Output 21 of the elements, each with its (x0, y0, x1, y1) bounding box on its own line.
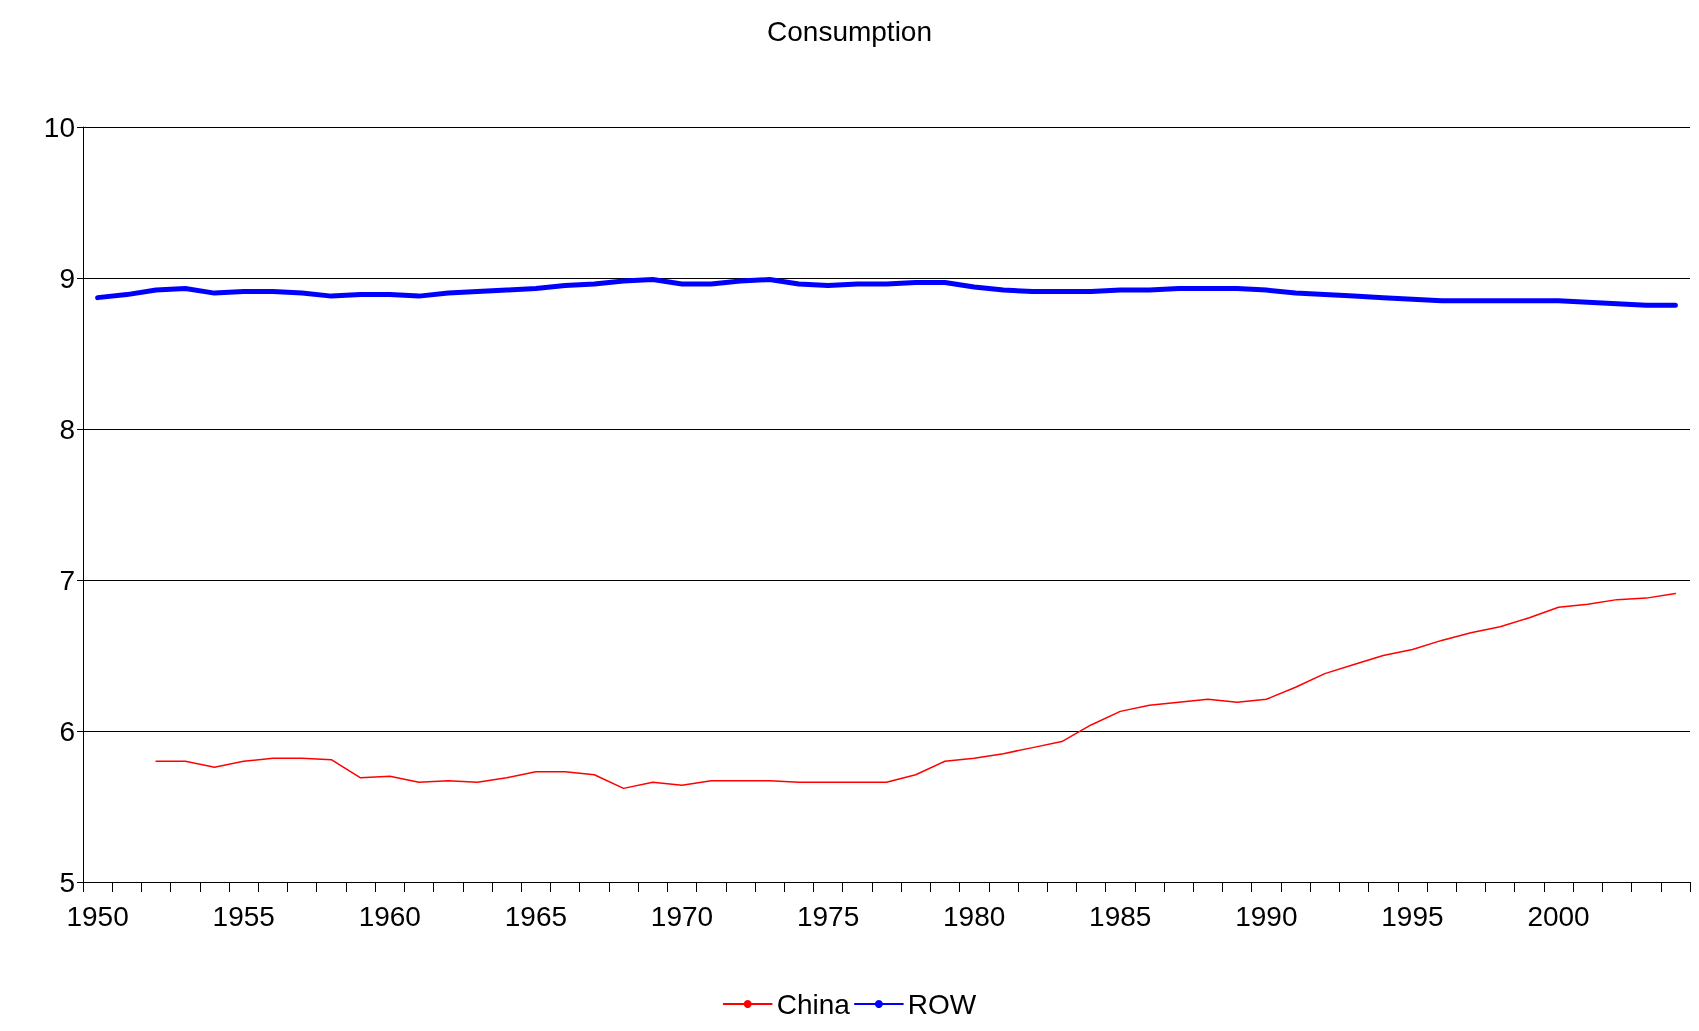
chart-title: Consumption (767, 15, 932, 47)
x-tick-label: 1970 (650, 900, 714, 932)
y-tick-label: 6 (59, 715, 75, 747)
x-tick-label: 1990 (1235, 900, 1298, 932)
x-tick-label: 1995 (1381, 900, 1444, 932)
x-tick-label: 1975 (796, 900, 860, 932)
x-tick-label: 1985 (1089, 900, 1152, 932)
x-tick-label: 1955 (212, 900, 275, 932)
x-tick-label: 2000 (1527, 900, 1590, 932)
x-tick-label: 1965 (504, 900, 568, 932)
x-tick-label: 1960 (358, 900, 421, 932)
legend-label: China (776, 988, 851, 1020)
x-tick-label: 1980 (943, 900, 1006, 932)
y-tick-label: 5 (59, 866, 75, 898)
y-tick-label: 9 (59, 262, 75, 294)
y-tick-label: 8 (59, 413, 75, 445)
y-tick-label: 7 (59, 564, 75, 596)
legend-label: ROW (907, 988, 977, 1020)
line-series (155, 592, 1677, 790)
y-tick-label: 10 (43, 111, 75, 143)
x-tick-label: 1950 (66, 900, 129, 932)
